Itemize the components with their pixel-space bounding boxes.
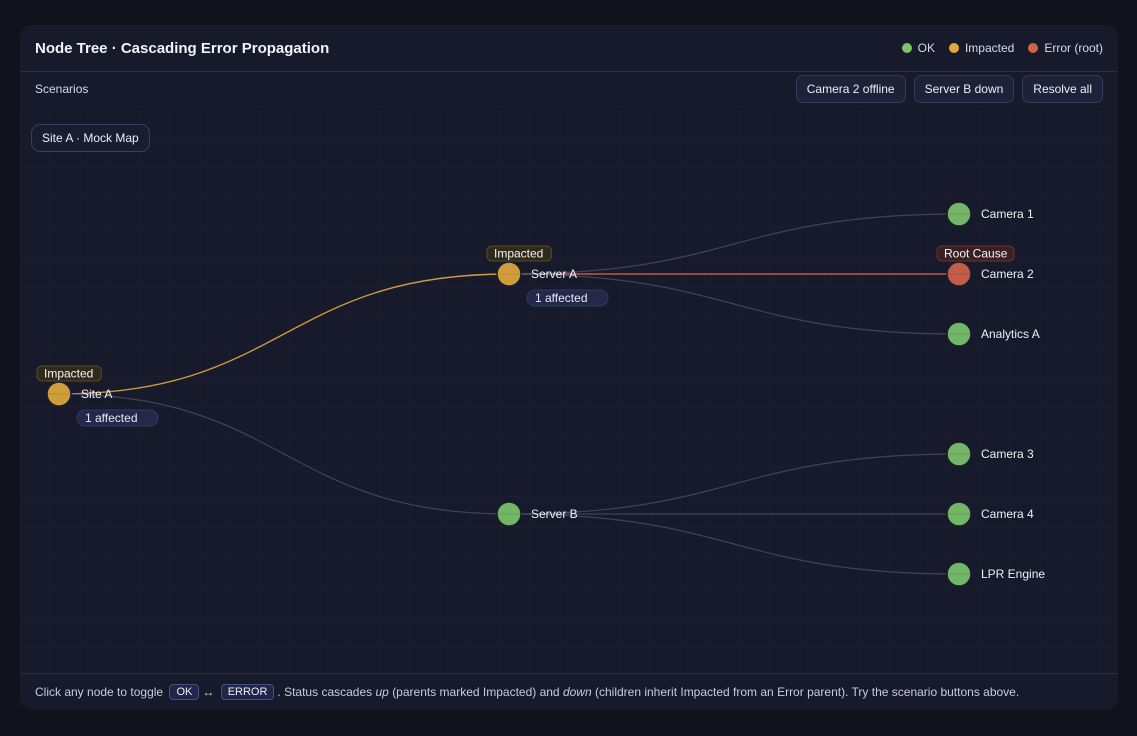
legend-ok: OK	[901, 41, 935, 55]
node-tree-panel: Node Tree · Cascading Error Propagation …	[20, 25, 1118, 710]
node-circle[interactable]	[496, 501, 522, 527]
ok-dot-icon	[901, 43, 912, 53]
panel-title: Node Tree · Cascading Error Propagation	[35, 39, 330, 57]
edge-site-a-server-b	[58, 393, 510, 515]
tree-canvas: Site A · Mock Map Site A Impacted 1 affect…	[20, 106, 1118, 674]
server-b-down-button[interactable]: Server B down	[913, 75, 1015, 103]
node-camera-3[interactable]: Camera 3	[946, 441, 1034, 467]
node-circle[interactable]	[946, 201, 972, 227]
status-badge	[36, 365, 102, 382]
node-camera-4[interactable]: Camera 4	[946, 501, 1034, 527]
node-label: Server B	[531, 507, 578, 521]
error-kbd: ERROR	[220, 684, 275, 700]
status-badge-text: Impacted	[494, 247, 543, 261]
node-circle[interactable]	[946, 501, 972, 527]
node-camera-2[interactable]: Camera 2 Root Cause	[936, 245, 1034, 287]
node-circle[interactable]	[946, 261, 972, 287]
ok-kbd: OK	[169, 684, 200, 700]
node-label: Camera 1	[981, 207, 1034, 221]
status-badge-text: Root Cause	[944, 247, 1008, 261]
node-label: LPR Engine	[981, 567, 1045, 581]
affected-count-text: 1 affected	[535, 291, 588, 305]
node-circle[interactable]	[496, 261, 522, 287]
node-label: Camera 2	[981, 267, 1034, 281]
node-circle[interactable]	[46, 381, 72, 407]
resolve-all-button[interactable]: Resolve all	[1022, 75, 1103, 103]
node-site-a[interactable]: Site A Impacted 1 affected	[36, 365, 159, 427]
map-label: Site A · Mock Map	[31, 124, 150, 152]
scenarios-label: Scenarios	[35, 82, 89, 96]
status-legend: OK Impacted Error (root)	[901, 41, 1103, 55]
node-label: Camera 4	[981, 507, 1034, 521]
node-circle[interactable]	[946, 441, 972, 467]
node-label: Site A	[81, 387, 112, 401]
legend-impacted: Impacted	[948, 41, 1014, 55]
node-camera-1[interactable]: Camera 1	[946, 201, 1034, 227]
status-badge-text: Impacted	[44, 367, 93, 381]
error-dot-icon	[1028, 43, 1039, 53]
legend-error: Error (root)	[1028, 41, 1103, 55]
affected-count-badge	[526, 289, 609, 307]
node-circle[interactable]	[946, 561, 972, 587]
status-badge	[486, 245, 552, 262]
status-badge	[936, 245, 1015, 262]
scenarios-bar: Scenarios Camera 2 offline Server B down…	[20, 72, 1118, 106]
camera-2-offline-button[interactable]: Camera 2 offline	[795, 75, 906, 103]
node-server-a[interactable]: Server A Impacted 1 affected	[486, 245, 609, 307]
node-lpr-engine[interactable]: LPR Engine	[946, 561, 1045, 587]
tree-svg: Site A Impacted 1 affected Server A Impacted…	[36, 201, 1045, 587]
node-label: Server A	[531, 267, 577, 281]
edge-server-a-camera-1	[508, 213, 960, 275]
impacted-dot-icon	[948, 43, 959, 53]
node-circle[interactable]	[946, 321, 972, 347]
node-server-b[interactable]: Server B	[496, 501, 578, 527]
edge-server-b-camera-3	[508, 453, 960, 515]
node-analytics-a[interactable]: Analytics A	[946, 321, 1040, 347]
edge-server-a-analytics-a	[508, 273, 960, 335]
affected-count-badge	[76, 409, 159, 427]
affected-count-text: 1 affected	[85, 411, 138, 425]
edge-server-b-lpr-engine	[508, 513, 960, 575]
help-footer: Click any node to toggle OK ↔ ERROR. Stat…	[20, 673, 1118, 710]
node-label: Camera 3	[981, 447, 1034, 461]
edge-site-a-server-a	[58, 273, 510, 395]
panel-header: Node Tree · Cascading Error Propagation …	[20, 25, 1118, 72]
node-label: Analytics A	[981, 327, 1040, 341]
